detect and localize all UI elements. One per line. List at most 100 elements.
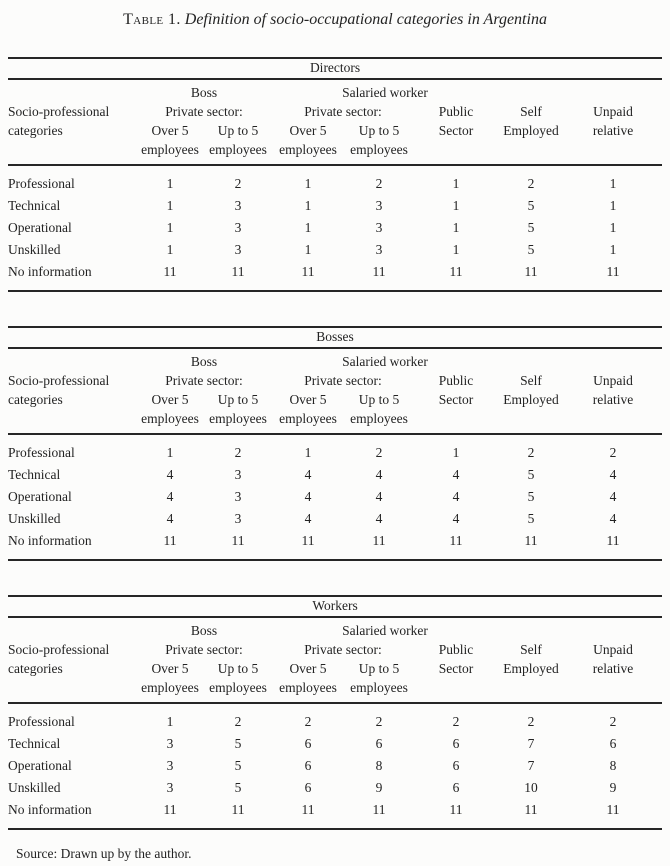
cell-value: 8 [375,758,383,773]
column-subheader-employees: employees [204,678,272,704]
cell-value: 1 [609,242,617,257]
spacer-cell [564,348,662,371]
cell-value: 5 [527,467,535,482]
cell-value: 3 [234,242,242,257]
cell-value: 4 [166,489,174,504]
cell-value: 6 [304,780,312,795]
cell-value: 4 [304,467,312,482]
table-row: Technical 3 5 6 6 6 7 6 [8,733,662,755]
cell-value: 1 [166,220,174,235]
spacer-cell [564,79,662,102]
column-subheader-employees: employees [136,678,204,704]
cell-value: 6 [452,780,460,795]
cell-value: 3 [166,758,174,773]
cell-value: 7 [527,736,535,751]
cell-value: 11 [272,799,344,830]
cell-value: 1 [166,176,174,191]
data-table: Bosses Boss Salaried worker Socio-profes… [8,326,663,561]
table-row: Operational 4 3 4 4 4 5 4 [8,486,662,508]
table-row: Professional 1 2 2 2 2 2 2 [8,703,662,733]
cell-value: 4 [375,489,383,504]
row-label: Unskilled [8,242,61,257]
column-subheader-up-to-5: Up to 5 [358,392,400,407]
source-note: Source: Drawn up by the author. [16,846,192,861]
cell-value: 1 [304,198,312,213]
column-subheader-up-to-5: Up to 5 [358,123,400,138]
cell-value: 1 [166,445,174,460]
cell-value: 1 [304,445,312,460]
cell-value: 6 [304,736,312,751]
cell-value: 5 [527,511,535,526]
spacer-cell [498,348,564,371]
cell-value: 4 [452,511,460,526]
spacer-cell [8,348,136,371]
cell-value: 4 [166,511,174,526]
row-label: Professional [8,445,75,460]
cell-value: 1 [609,176,617,191]
data-table: Directors Boss Salaried worker Socio-pro… [8,57,663,292]
cell-value: 5 [527,198,535,213]
cell-value: 2 [609,445,617,460]
cell-value: 11 [498,530,564,561]
column-subheader-employees: employees [272,678,344,704]
cell-value: 1 [166,714,174,729]
cell-value: 4 [452,489,460,504]
table-number-label: Table 1. [123,11,181,28]
cell-value: 6 [304,758,312,773]
cell-value: 1 [452,220,460,235]
cell-value: 3 [234,220,242,235]
column-header-private-sector-boss: Private sector: [165,373,243,388]
cell-value: 11 [204,799,272,830]
column-header-self-employed: Self Employed [498,371,564,435]
table-subtitle: Workers [8,595,663,618]
table-title-text: Definition of socio-occupational categor… [184,11,547,28]
cell-value: 5 [527,220,535,235]
cell-value: 4 [375,511,383,526]
cell-value: 11 [344,799,414,830]
column-header-private-sector-boss: Private sector: [165,104,243,119]
cell-value: 11 [414,530,498,561]
cell-value: 9 [375,780,383,795]
column-subheader-over-5: Over 5 [151,123,189,138]
cell-value: 2 [375,445,383,460]
cell-value: 11 [414,799,498,830]
cell-value: 3 [375,242,383,257]
table-row: Unskilled 1 3 1 3 1 5 1 [8,239,662,261]
column-subheader-up-to-5: Up to 5 [217,661,259,676]
cell-value: 9 [609,780,617,795]
column-subheader-employees: employees [344,140,414,166]
column-subheader-employees: employees [204,140,272,166]
spacer-cell [8,617,136,640]
cell-value: 2 [527,714,535,729]
table-subtitle: Directors [8,57,663,80]
column-group-salaried-worker: Salaried worker [342,354,428,369]
column-subheader-over-5: Over 5 [289,392,327,407]
cell-value: 2 [452,714,460,729]
column-header-public-sector: Public Sector [414,102,498,166]
cell-value: 5 [234,736,242,751]
cell-value: 5 [234,758,242,773]
cell-value: 2 [527,176,535,191]
cell-value: 8 [609,758,617,773]
cell-value: 1 [452,176,460,191]
cell-value: 1 [452,242,460,257]
column-header-self-employed: Self Employed [498,102,564,166]
table-section-directors: Directors Boss Salaried worker Socio-pro… [8,57,663,292]
cell-value: 4 [166,467,174,482]
column-subheader-over-5: Over 5 [289,123,327,138]
column-group-salaried-worker: Salaried worker [342,623,428,638]
column-header-socio-professional: Socio-professional categories [8,640,136,704]
row-label: No information [8,530,136,561]
row-label: Operational [8,489,72,504]
cell-value: 4 [375,467,383,482]
cell-value: 4 [304,511,312,526]
cell-value: 1 [609,198,617,213]
table-section-workers: Workers Boss Salaried worker Socio-profe… [8,595,663,830]
table-row: Technical 1 3 1 3 1 5 1 [8,195,662,217]
cell-value: 1 [304,242,312,257]
cell-value: 11 [564,799,663,830]
cell-value: 11 [498,261,564,292]
spacer-cell [564,617,662,640]
column-subheader-up-to-5: Up to 5 [217,123,259,138]
